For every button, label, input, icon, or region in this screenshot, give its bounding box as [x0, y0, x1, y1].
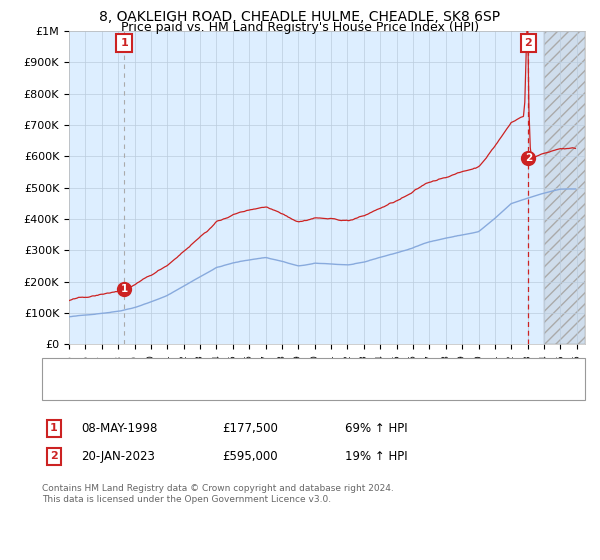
- Text: £177,500: £177,500: [222, 422, 278, 435]
- Text: HPI: Average price, detached house, Stockport: HPI: Average price, detached house, Stoc…: [78, 384, 353, 396]
- Text: 08-MAY-1998: 08-MAY-1998: [81, 422, 157, 435]
- Text: 1: 1: [121, 38, 128, 48]
- Text: 19% ↑ HPI: 19% ↑ HPI: [345, 450, 407, 463]
- Text: 1: 1: [121, 284, 128, 294]
- Text: 8, OAKLEIGH ROAD, CHEADLE HULME, CHEADLE, SK8 6SP (detached house): 8, OAKLEIGH ROAD, CHEADLE HULME, CHEADLE…: [78, 363, 524, 377]
- Text: 20-JAN-2023: 20-JAN-2023: [81, 450, 155, 463]
- Text: £595,000: £595,000: [222, 450, 278, 463]
- Bar: [544, 31, 585, 344]
- Text: 1: 1: [50, 423, 58, 433]
- Bar: [544, 31, 585, 344]
- Text: 69% ↑ HPI: 69% ↑ HPI: [345, 422, 407, 435]
- Text: —: —: [51, 383, 65, 397]
- Text: Price paid vs. HM Land Registry's House Price Index (HPI): Price paid vs. HM Land Registry's House …: [121, 21, 479, 34]
- Text: Contains HM Land Registry data © Crown copyright and database right 2024.
This d: Contains HM Land Registry data © Crown c…: [42, 484, 394, 504]
- Text: 8, OAKLEIGH ROAD, CHEADLE HULME, CHEADLE, SK8 6SP: 8, OAKLEIGH ROAD, CHEADLE HULME, CHEADLE…: [100, 10, 500, 24]
- Text: 2: 2: [525, 153, 532, 163]
- Text: 2: 2: [50, 451, 58, 461]
- Text: —: —: [51, 363, 65, 377]
- Text: 2: 2: [524, 38, 532, 48]
